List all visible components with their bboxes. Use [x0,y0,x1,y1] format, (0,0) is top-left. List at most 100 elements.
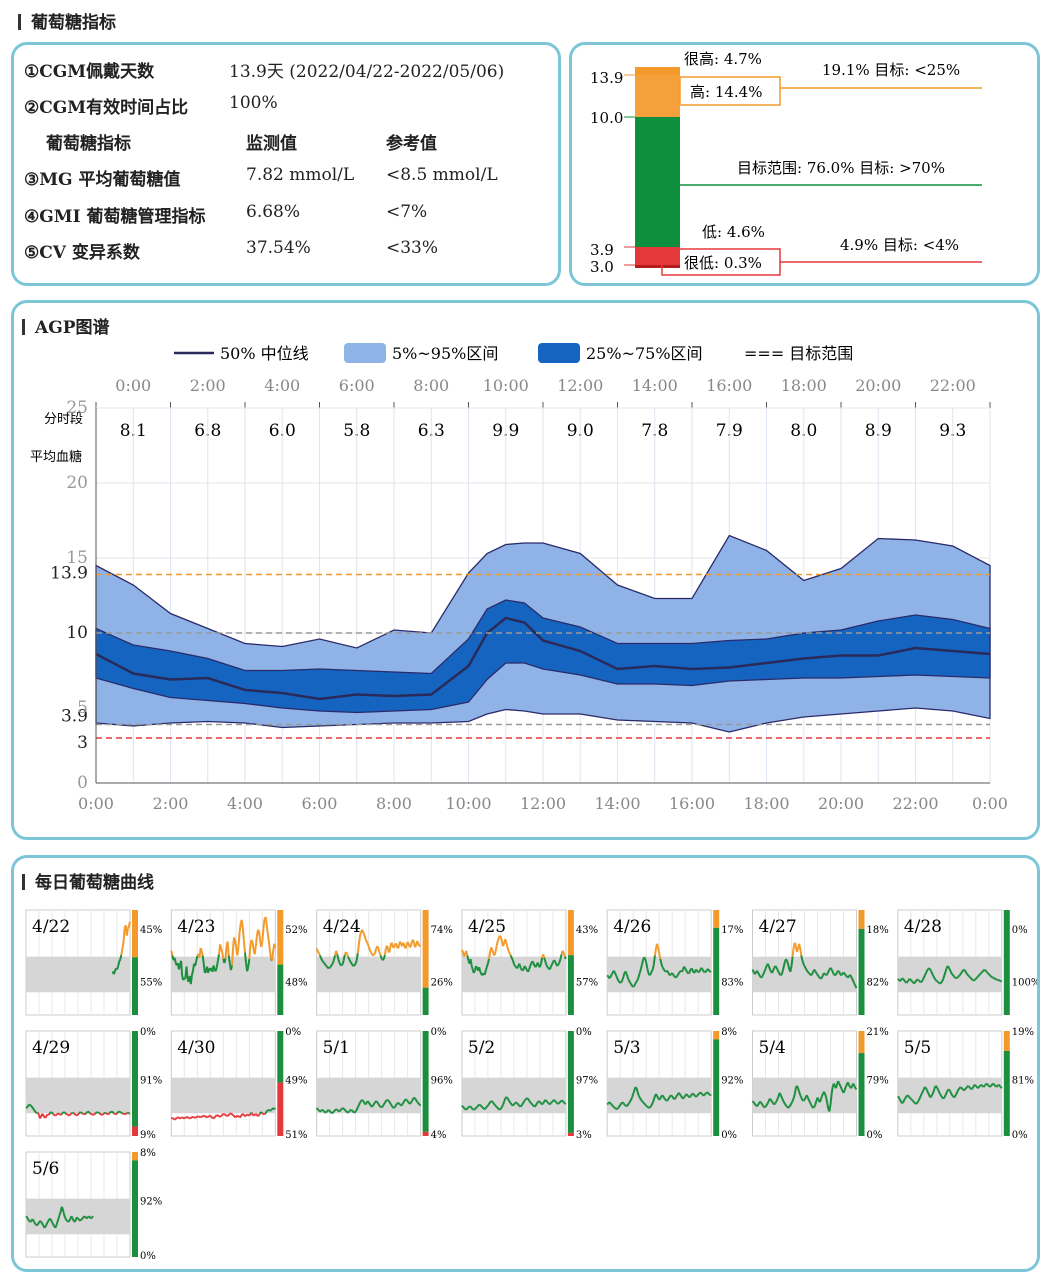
daily-curve-segment [317,952,321,956]
daily-curve-segment [258,931,262,941]
daily-curve-segment [939,982,942,985]
tir-high-total: 19.1% 目标: <25% [822,61,960,79]
daily-curve-segment [176,1116,179,1119]
daily-curve-segment [419,944,422,948]
tir-very-high-bar [635,67,680,75]
daily-curve-segment [760,1102,764,1106]
daily-curve-segment [675,974,679,978]
daily-panel-5-3: 5/3 8% 92% 0% [606,1027,743,1141]
daily-curve-segment [469,1106,473,1109]
daily-curve-segment [840,1087,844,1091]
daily-curve-segment [66,1113,69,1116]
daily-curve-segment [633,983,637,987]
daily-curve-segment [51,1221,55,1225]
daily-curve-segment [127,1111,130,1115]
daily-curve-segment [854,985,858,989]
daily-curve-segment [262,919,266,929]
daily-curve-segment [701,968,705,972]
daily-curve-segment [678,1093,682,1097]
daily-curve-segment [645,962,649,969]
daily-curve-segment [342,1107,345,1110]
daily-curve-segment [897,978,900,981]
daily-curve-segment [465,1107,469,1111]
daily-curve-segment [525,1097,528,1100]
daily-curve-segment [930,971,934,975]
daily-curve-segment [518,1104,522,1108]
daily-curve-segment [539,1101,542,1105]
daily-curve-segment [757,971,760,975]
agp-top-hour-label: 4:00 [264,376,300,395]
daily-curve-segment [350,1109,354,1112]
daily-curve-segment [684,967,688,972]
daily-curve-segment [488,951,492,960]
daily-curve-segment [361,929,365,933]
daily-panel-5-4: 5/4 21% 79% 0% [751,1027,889,1141]
daily-curve-segment [652,1096,656,1101]
daily-curve-segment [802,963,806,967]
daily-curve-segment [514,965,517,968]
agp-x-tick: 10:00 [445,794,491,813]
daily-curve-segment [119,1111,122,1114]
daily-curve-segment [618,1104,622,1108]
tir-low-bar [635,247,680,265]
daily-curve-segment [519,1104,523,1108]
daily-curve-segment [74,1113,77,1116]
daily-curve-segment [911,980,914,984]
daily-curve-segment [320,1109,323,1112]
daily-curve-segment [462,1106,465,1109]
daily-curve-segment [639,1098,643,1102]
daily-curve-segment [398,1102,401,1106]
daily-curve-segment [170,950,174,956]
daily-curve-segment [54,1114,57,1117]
daily-curve-segment [966,973,969,977]
daily-curve-segment [543,957,547,962]
daily-curve-segment [707,1092,710,1095]
daily-curve-segment [558,1100,562,1104]
daily-curve-segment [194,961,198,967]
daily-curve-segment [350,962,354,966]
metric-gmi: ④GMI 葡萄糖管理指标 6.68% <7% [24,202,428,227]
tir-tick-10: 10.0 [590,109,623,127]
daily-curve-segment [922,974,926,979]
daily-curve-segment [507,1099,511,1103]
daily-curve-segment [920,1091,924,1095]
daily-curve-segment [383,948,387,956]
daily-curve-segment [227,1113,231,1116]
daily-curve-segment [402,1100,406,1104]
daily-pct-target: 57% [576,978,598,989]
daily-curve-segment [622,972,626,977]
daily-curve-segment [956,975,960,979]
daily-curve-segment [652,955,656,965]
daily-date: 4/30 [177,1038,215,1058]
daily-curve-segment [508,952,512,956]
daily-curve-segment [763,1105,766,1109]
daily-curve-segment [937,981,940,984]
daily-curve-segment [321,959,324,963]
daily-curve-segment [409,1102,412,1105]
daily-curve-segment [677,1092,681,1095]
daily-curve-segment [345,953,349,958]
daily-curve-segment [660,963,664,968]
daily-curve-segment [315,948,319,952]
daily-curve-segment [79,1218,83,1222]
daily-target-band [26,956,130,993]
daily-curve-segment [802,1099,806,1102]
agp-x-tick: 14:00 [594,794,640,813]
daily-curve-segment [545,964,549,968]
daily-curve-segment [226,1114,229,1118]
daily-curve-segment [261,1112,264,1115]
daily-curve-segment [931,1091,935,1095]
daily-curve-segment [180,1116,183,1119]
daily-date: 4/24 [323,917,361,937]
daily-curve-segment [963,968,966,972]
daily-curve-segment [327,1109,331,1112]
daily-curve-segment [967,974,971,978]
daily-curve-segment [540,957,544,964]
agp-x-tick: 8:00 [376,794,412,813]
daily-curve-segment [174,1117,178,1120]
daily-curve-segment [368,1103,372,1107]
daily-curve-segment [417,1102,421,1106]
daily-curve-segment [978,973,981,976]
daily-curve-segment [257,929,260,933]
daily-curve-segment [779,973,783,977]
